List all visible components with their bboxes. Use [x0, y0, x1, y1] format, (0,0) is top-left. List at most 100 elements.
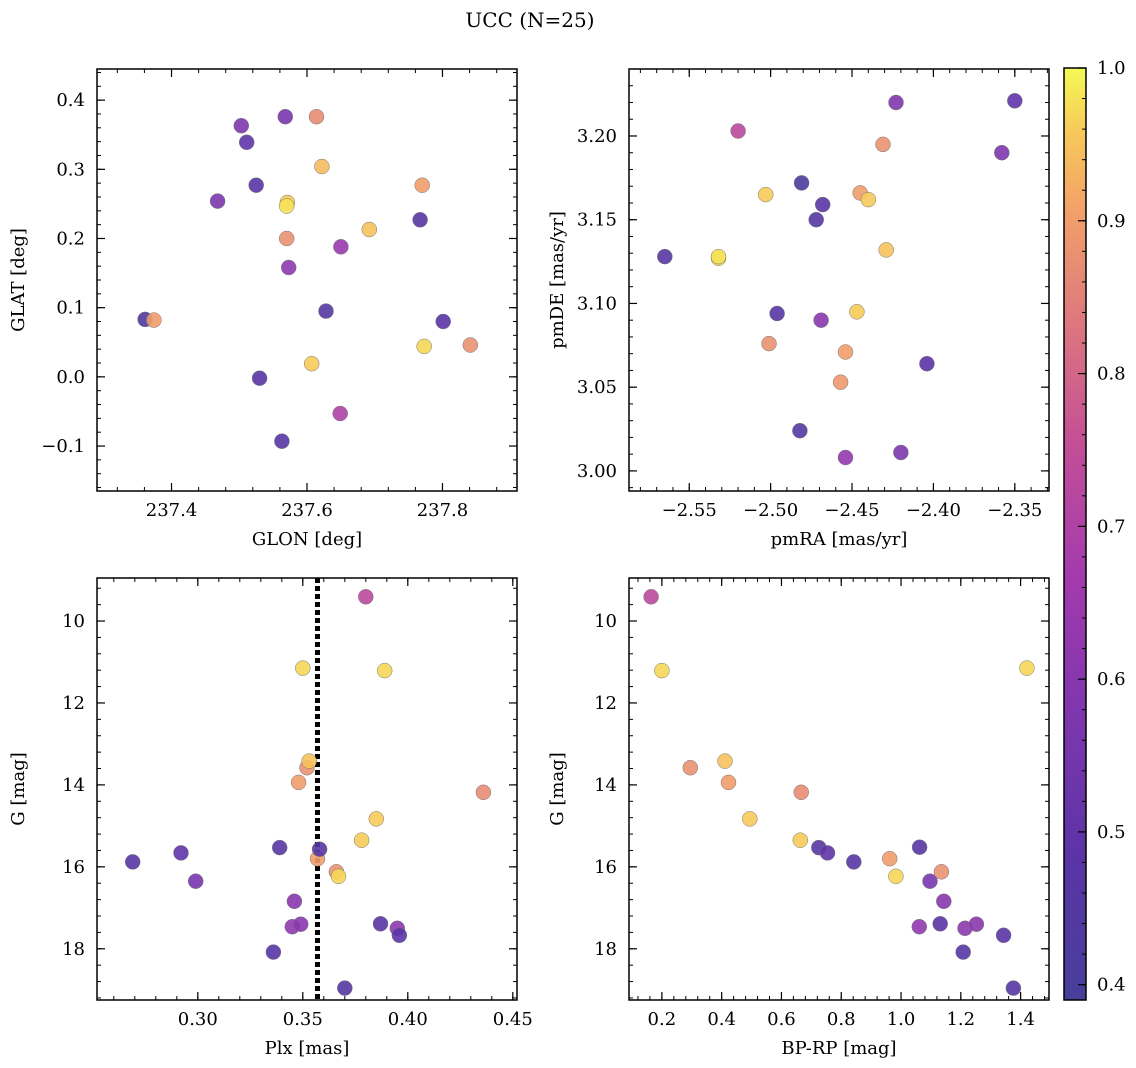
scatter-point: [846, 854, 862, 870]
y-tick-label: 3.20: [577, 126, 617, 147]
scatter-point: [238, 134, 255, 151]
colorbar-tick-label: 0.8: [1097, 364, 1126, 385]
scatter-point: [187, 873, 204, 889]
scatter-point: [717, 753, 733, 769]
scatter-point: [286, 893, 303, 910]
scatter-point: [881, 850, 898, 867]
x-tick-label: −2.40: [906, 500, 961, 521]
scatter-point: [1019, 660, 1035, 676]
x-tick-label: 237.8: [417, 500, 469, 521]
colorbar-tick-label: 0.9: [1097, 211, 1126, 232]
colorbar: 0.4 0.5 0.6 0.7 0.8 0.9 1.0: [1063, 58, 1126, 1001]
x-tick-label: 0.6: [767, 1009, 796, 1030]
scatter-point: [475, 784, 492, 801]
y-tick-label: 0.3: [56, 159, 85, 180]
x-tick-label: 237.4: [146, 500, 198, 521]
y-tick-label: −0.1: [41, 436, 85, 457]
scatter-point: [462, 337, 479, 353]
scatter-point: [412, 212, 428, 228]
figure-title: UCC (N=25): [465, 8, 594, 32]
scatter-point: [849, 304, 865, 320]
scatter-point: [372, 916, 389, 932]
y-tick-label: 3.15: [577, 210, 617, 231]
y-tick-label: 3.05: [577, 377, 617, 398]
y-tick-label: 14: [594, 775, 617, 796]
scatter-point: [376, 662, 393, 679]
scatter-point: [124, 854, 141, 870]
x-axis-label: BP-RP [mag]: [781, 1038, 896, 1059]
x-tick-label: 1.0: [887, 1009, 916, 1030]
scatter-point: [271, 839, 288, 856]
y-tick-label: 0.2: [56, 228, 85, 249]
axes-frame: [628, 68, 1050, 492]
y-tick-label: 0.4: [56, 90, 85, 111]
scatter-point: [682, 759, 699, 776]
scatter-point: [888, 868, 904, 885]
colorbar-tick-label: 0.6: [1097, 669, 1126, 690]
x-tick-label: −2.55: [662, 500, 717, 521]
x-tick-label: −2.45: [824, 500, 879, 521]
scatter-point: [911, 918, 928, 935]
y-tick-label: 18: [594, 939, 617, 960]
scatter-point: [919, 355, 935, 372]
x-axis-label: GLON [deg]: [252, 529, 362, 550]
x-tick-label: 0.30: [178, 1009, 218, 1030]
scatter-point: [878, 242, 894, 258]
scatter-point: [274, 433, 290, 449]
scatter-point: [922, 873, 938, 889]
scatter-point: [368, 811, 385, 827]
y-tick-label: 10: [594, 611, 617, 632]
scatter-point: [968, 916, 985, 932]
scatter-point: [837, 344, 854, 360]
scatter-point: [932, 916, 948, 932]
scatter-point: [391, 927, 408, 944]
scatter-point: [792, 832, 809, 848]
y-tick-label: 3.00: [577, 461, 617, 482]
scatter-point: [251, 370, 268, 386]
x-tick-label: 0.2: [648, 1009, 677, 1030]
y-tick-label: 3.10: [577, 293, 617, 314]
scatter-point: [330, 868, 347, 885]
axes-frame: [628, 577, 1050, 1001]
x-tick-label: 0.40: [388, 1009, 428, 1030]
y-axis-label: G [mag]: [547, 752, 568, 825]
y-tick-label: 12: [594, 693, 617, 714]
y-tick-label: 16: [62, 857, 85, 878]
scatter-point: [742, 811, 758, 827]
scatter-point: [761, 335, 777, 352]
scatter-point: [173, 845, 189, 861]
scatter-point: [311, 841, 328, 857]
scatter-point: [837, 449, 854, 466]
colorbar-frame: [1063, 67, 1087, 1001]
x-tick-label: 1.2: [946, 1009, 975, 1030]
scatter-point: [333, 239, 349, 255]
scatter-point: [710, 248, 727, 265]
scatter-point: [265, 944, 282, 960]
panel-proper-motion: −2.55 −2.50 −2.45 −2.40 −2.35 3.00 3.05 3.10 3.1…: [547, 68, 1050, 550]
scatter-point: [301, 753, 317, 769]
scatter-point: [757, 186, 774, 203]
scatter-point: [358, 589, 374, 605]
colorbar-gradient: [1064, 68, 1086, 1000]
scatter-point: [233, 117, 250, 134]
scatter-point: [337, 980, 353, 996]
x-tick-label: −2.35: [987, 500, 1042, 521]
scatter-point: [720, 774, 737, 791]
x-axis-label: pmRA [mas/yr]: [771, 529, 908, 550]
y-tick-label: 0.0: [56, 367, 85, 388]
x-axis-label: Plx [mas]: [265, 1038, 350, 1059]
scatter-point: [353, 832, 370, 848]
scatter-point: [808, 211, 824, 228]
scatter-point: [819, 845, 836, 861]
scatter-point: [793, 784, 809, 801]
scatter-point: [308, 108, 325, 125]
scatter-point: [814, 196, 831, 213]
scatter-point: [361, 221, 378, 238]
scatter-point: [875, 136, 891, 153]
y-tick-label: 16: [594, 857, 617, 878]
scatter-point: [209, 193, 226, 209]
scatter-point: [1007, 93, 1023, 109]
x-tick-label: 0.35: [283, 1009, 323, 1030]
scatter-point: [416, 338, 432, 355]
scatter-point: [146, 312, 162, 328]
